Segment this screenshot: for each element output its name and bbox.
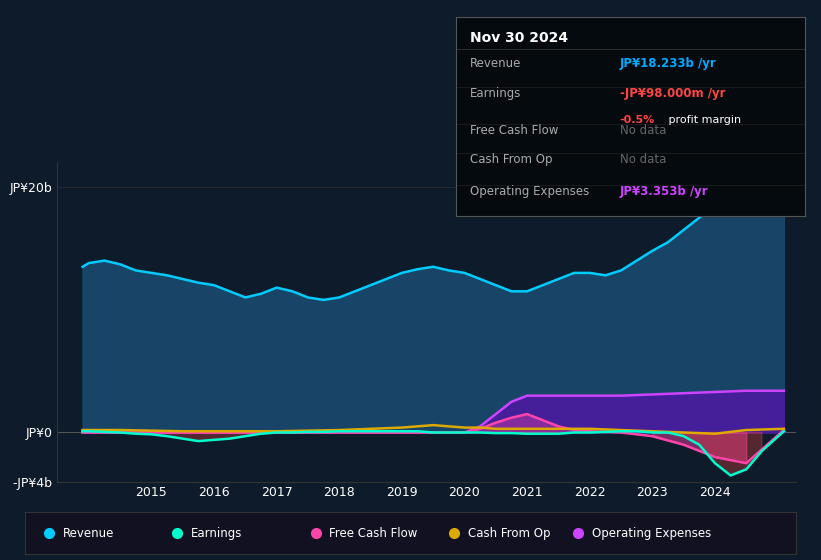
Text: Cash From Op: Cash From Op [469,527,551,540]
Text: No data: No data [620,124,666,137]
Text: JP¥18.233b /yr: JP¥18.233b /yr [620,57,717,69]
Text: Free Cash Flow: Free Cash Flow [470,124,558,137]
Text: profit margin: profit margin [665,115,741,125]
Text: -0.5%: -0.5% [620,115,655,125]
Text: -JP¥98.000m /yr: -JP¥98.000m /yr [620,87,725,100]
Text: No data: No data [620,153,666,166]
Text: Free Cash Flow: Free Cash Flow [329,527,418,540]
Text: Nov 30 2024: Nov 30 2024 [470,31,568,45]
Text: Cash From Op: Cash From Op [470,153,552,166]
Text: Earnings: Earnings [470,87,521,100]
Text: Revenue: Revenue [470,57,521,69]
Text: JP¥3.353b /yr: JP¥3.353b /yr [620,185,709,198]
Text: Operating Expenses: Operating Expenses [592,527,711,540]
Text: Earnings: Earnings [190,527,242,540]
Text: Revenue: Revenue [63,527,115,540]
Text: Operating Expenses: Operating Expenses [470,185,589,198]
